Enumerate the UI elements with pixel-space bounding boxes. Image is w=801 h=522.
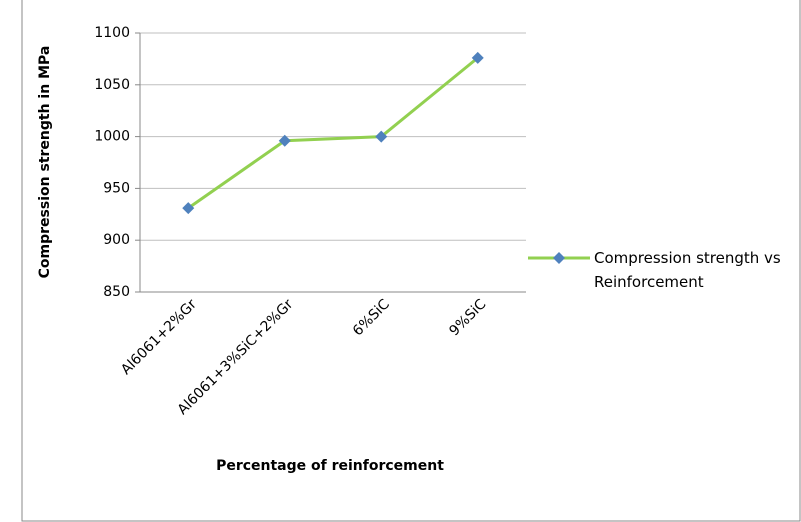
y-tick-label: 1050 [94,77,130,93]
x-axis-title: Percentage of reinforcement [216,458,444,474]
data-point [182,202,195,215]
y-tick-label: 1000 [94,129,130,145]
data-point [375,130,388,143]
x-tick-label: 6%SiC [350,296,393,339]
data-point [278,134,291,147]
x-tick-label: Al6061+2%Gr [118,296,200,378]
y-axis-title: Compression strength in MPa [37,46,53,279]
legend-marker [553,252,565,264]
y-tick-label: 900 [103,232,130,248]
legend-label: Compression strength vs Reinforcement [594,249,781,291]
x-tick-label: 9%SiC [446,296,489,339]
data-point [471,51,484,64]
y-tick-label: 1100 [94,25,130,41]
y-tick-label: 950 [103,180,130,196]
chart-border [21,0,801,522]
y-tick-label: 850 [103,284,130,300]
series-line [187,56,479,210]
